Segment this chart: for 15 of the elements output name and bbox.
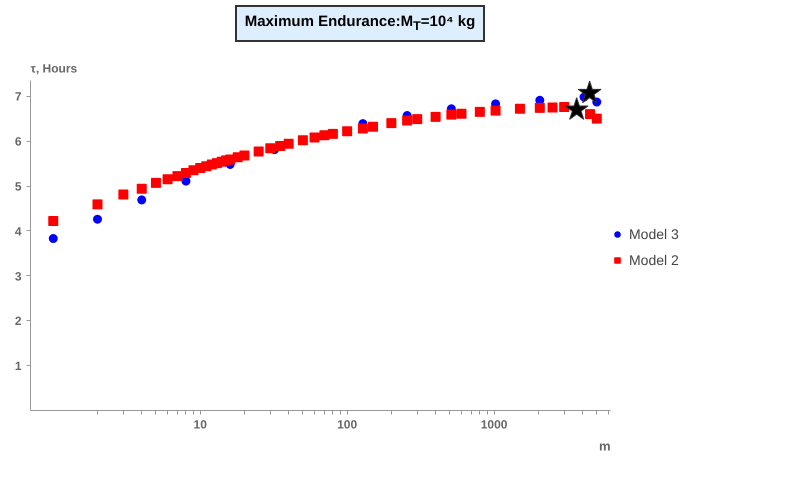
x-axis-title: m [598,438,611,454]
y-tick-label: 5 [14,180,22,194]
y-tick-label: 7 [14,90,22,104]
y-tick-label: 1 [14,359,22,374]
chart-title: Maximum Endurance:M$_{T}$=10⁴ kg [234,5,486,42]
y-tick-label: 3 [14,269,22,284]
y-tick-label: 2 [14,314,22,328]
x-tick-label: 1000 [480,418,508,432]
legend-label: Model 3 [629,226,679,242]
y-axis-title: τ, Hours [30,62,78,76]
y-tick-label: 6 [14,134,22,149]
y-tick-label: 4 [14,224,22,238]
x-tick-label: 10 [194,418,208,432]
legend-label: Model 2 [629,252,679,268]
x-tick-label: 100 [337,418,358,432]
